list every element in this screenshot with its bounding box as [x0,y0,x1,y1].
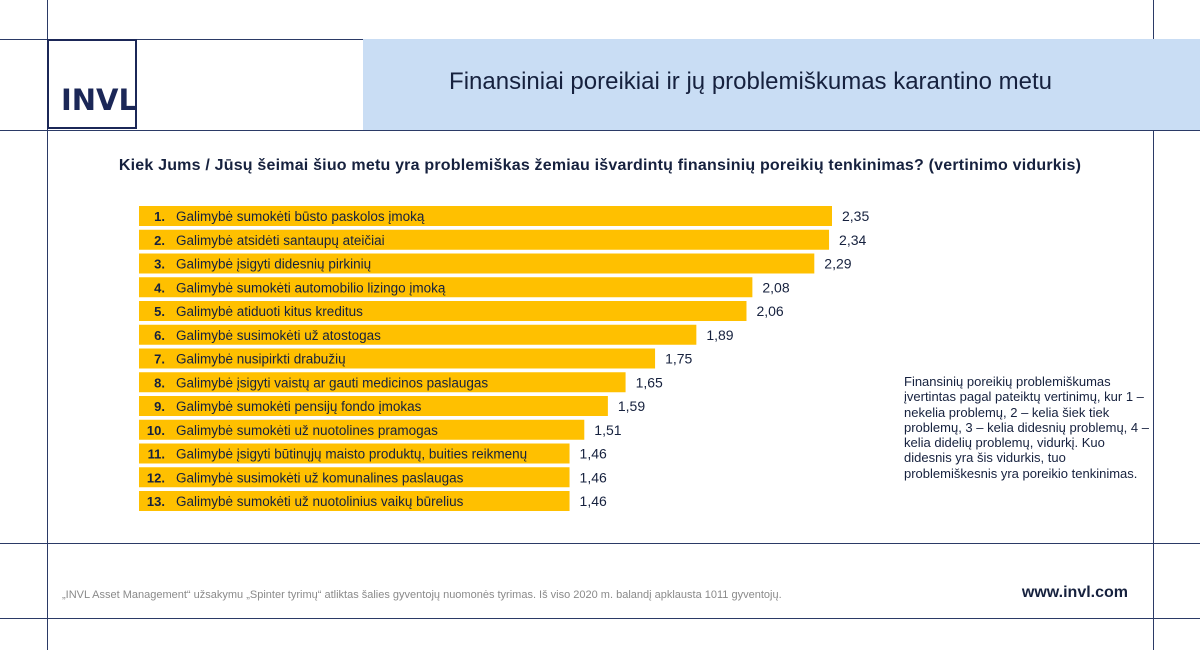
bar-category-label: Galimybė sumokėti už nuotolinius vaikų b… [176,494,464,509]
bar-category-label: Galimybė įsigyti didesnių pirkinių [176,257,371,272]
bar-rank-label: 1. [154,209,165,224]
bar-value-label: 1,51 [594,422,621,438]
bar-value-label: 1,59 [618,398,645,414]
bar-value-label: 2,35 [842,208,869,224]
bar [139,372,626,393]
bar-value-label: 1,46 [580,446,607,462]
bar-rank-label: 7. [154,352,165,367]
bar-value-label: 1,46 [580,493,607,509]
bar-value-label: 1,75 [665,351,692,367]
bar [139,348,656,369]
bar-value-label: 2,06 [756,303,783,319]
bar-category-label: Galimybė atiduoti kitus kreditus [176,304,363,319]
bar-value-label: 2,29 [824,256,851,272]
bar-value-label: 2,08 [762,279,789,295]
bar-rank-label: 5. [154,304,165,319]
bar-category-label: Galimybė susimokėti už atostogas [176,328,381,343]
bar [139,419,585,440]
bar-category-label: Galimybė sumokėti būsto paskolos įmoką [176,209,425,224]
footer-top-line [0,543,1200,544]
survey-question: Kiek Jums / Jūsų šeimai šiuo metu yra pr… [118,157,1082,174]
bar-rank-label: 9. [154,399,165,414]
header-band: Finansiniai poreikiai ir jų problemiškum… [363,39,1200,130]
bar-value-label: 2,34 [839,232,866,248]
bar-rank-label: 13. [147,494,165,509]
bar-rank-label: 11. [148,447,165,462]
bar [139,324,697,345]
bar [139,443,570,464]
invl-logo: INVL [47,39,137,129]
header-bottom-line [0,130,1200,131]
bar [139,206,832,226]
footer-bottom-line [0,618,1200,619]
bar-rank-label: 4. [154,280,165,295]
page-title: Finansiniai poreikiai ir jų problemiškum… [449,68,1052,95]
bar [139,491,570,511]
bar-rank-label: 2. [154,233,165,248]
bar-rank-label: 8. [154,375,165,390]
bar [139,277,753,298]
bar-rank-label: 3. [154,257,165,272]
bar-category-label: Galimybė sumokėti automobilio lizingo įm… [176,280,446,295]
bar-category-label: Galimybė susimokėti už komunalines pasla… [176,470,464,485]
bar-category-label: Galimybė atsidėti santaupų ateičiai [176,233,385,248]
bar [139,396,608,416]
bar-category-label: Galimybė nusipirkti drabužių [176,352,346,367]
bar-category-label: Galimybė sumokėti už nuotolines pramogas [176,423,438,438]
bar-category-label: Galimybė įsigyti vaistų ar gauti medicin… [176,375,488,390]
methodology-note: Finansinių poreikių problemiškumas įvert… [904,374,1149,481]
bar [139,301,747,321]
bar-rank-label: 10. [147,423,165,438]
bar [139,253,815,274]
bar-rank-label: 12. [147,470,165,485]
bar-rank-label: 6. [154,328,165,343]
bar-value-label: 1,46 [580,469,607,485]
bar [139,229,830,250]
bar-value-label: 1,65 [636,374,663,390]
left-frame-line [47,0,48,650]
logo-text: INVL [61,83,137,117]
bar-category-label: Galimybė sumokėti pensijų fondo įmokas [176,399,422,414]
bar-value-label: 1,89 [706,327,733,343]
footer-source: „INVL Asset Management“ užsakymu „Spinte… [62,589,782,601]
bar-category-label: Galimybė įsigyti būtinųjų maisto produkt… [176,447,527,462]
footer-url[interactable]: www.invl.com [1021,584,1128,601]
right-frame-line [1153,0,1154,650]
bar [139,467,570,488]
